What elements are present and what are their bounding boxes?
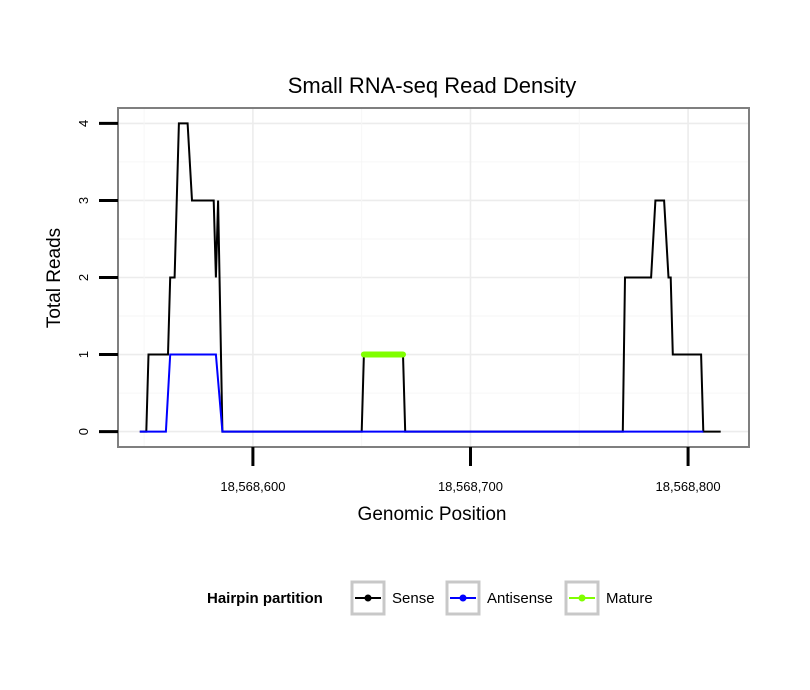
- x-tick-label: 18,568,800: [656, 479, 721, 494]
- y-axis-title: Total Reads: [44, 228, 65, 328]
- legend-key-point: [459, 594, 467, 602]
- x-tick-label: 18,568,600: [220, 479, 285, 494]
- y-tick-label: 0: [76, 428, 91, 435]
- y-tick-label: 3: [76, 197, 91, 204]
- legend-label-antisense: Antisense: [487, 590, 553, 607]
- legend: Hairpin partition Sense Antisense Mature: [207, 580, 653, 616]
- legend-title: Hairpin partition: [207, 590, 323, 607]
- legend-key-point: [364, 594, 372, 602]
- legend-label-sense: Sense: [392, 590, 435, 607]
- legend-key-point: [578, 594, 586, 602]
- series-line-antisense: [139, 353, 704, 433]
- x-axis-title: Genomic Position: [358, 504, 507, 525]
- plot-area: 0 1 2 3 4 18,568,600 18,568,700 18,568,800: [76, 107, 750, 494]
- y-tick-label: 1: [76, 351, 91, 358]
- y-tick-label: 2: [76, 274, 91, 281]
- y-tick-label: 4: [76, 120, 91, 127]
- x-tick-label: 18,568,700: [438, 479, 503, 494]
- chart-title: Small RNA-seq Read Density: [288, 73, 577, 98]
- legend-label-mature: Mature: [606, 590, 653, 607]
